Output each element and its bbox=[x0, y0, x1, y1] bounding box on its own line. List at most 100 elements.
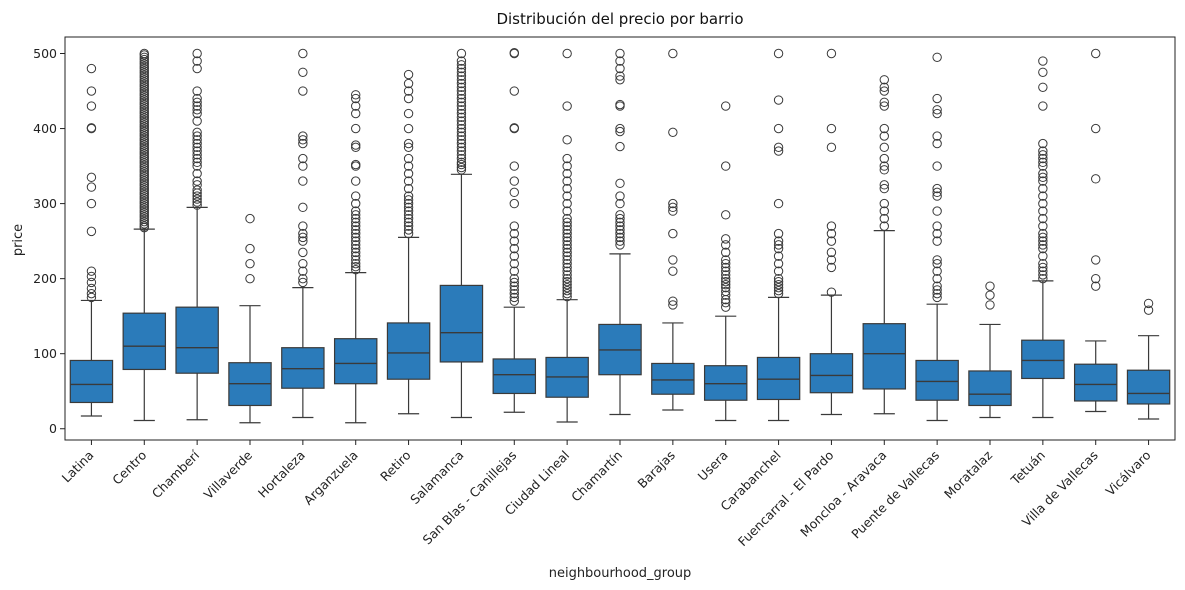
outlier-point bbox=[139, 81, 149, 92]
outlier-point bbox=[192, 191, 202, 201]
outlier-point bbox=[456, 165, 467, 175]
box-0 bbox=[69, 359, 114, 404]
outlier-point bbox=[139, 86, 149, 96]
outlier-point bbox=[562, 217, 572, 228]
outlier-point bbox=[509, 176, 519, 186]
outlier-point bbox=[139, 169, 149, 180]
outlier-point bbox=[298, 277, 308, 288]
outlier-point bbox=[456, 157, 467, 168]
outlier-point bbox=[509, 123, 519, 134]
outlier-point bbox=[773, 258, 784, 269]
y-tick-label: 0 bbox=[49, 421, 57, 436]
outlier-point bbox=[351, 140, 361, 150]
outlier-point bbox=[298, 131, 308, 141]
outlier-point bbox=[562, 255, 572, 265]
outlier-point bbox=[1091, 48, 1101, 59]
outlier-point bbox=[139, 176, 149, 186]
outlier-point bbox=[139, 151, 149, 162]
outlier-point bbox=[192, 185, 202, 195]
outlier-point bbox=[192, 138, 202, 149]
outlier-point bbox=[139, 72, 149, 83]
outlier-point bbox=[721, 161, 731, 171]
outlier-point bbox=[139, 48, 149, 59]
outlier-point bbox=[139, 97, 149, 107]
outlier-point bbox=[351, 225, 361, 235]
outlier-point bbox=[245, 213, 255, 224]
outlier-point bbox=[773, 285, 784, 296]
outlier-point bbox=[245, 243, 255, 254]
outlier-point bbox=[615, 217, 625, 228]
outlier-point bbox=[403, 161, 414, 171]
outlier-point bbox=[298, 247, 308, 258]
outlier-point bbox=[879, 123, 889, 134]
outlier-point bbox=[721, 210, 731, 220]
outlier-point bbox=[403, 202, 414, 213]
outlier-point bbox=[403, 195, 414, 205]
outlier-point bbox=[826, 228, 837, 239]
box-11 bbox=[651, 362, 695, 395]
outlier-point bbox=[932, 255, 942, 265]
outlier-point bbox=[1038, 146, 1048, 156]
outlier-point bbox=[562, 266, 572, 276]
outlier-point bbox=[932, 108, 942, 119]
outlier-point bbox=[615, 191, 625, 201]
outlier-point bbox=[562, 240, 572, 250]
outlier-point bbox=[139, 93, 149, 103]
outlier-point bbox=[86, 277, 97, 288]
outlier-point bbox=[456, 127, 467, 138]
outlier-point bbox=[403, 210, 414, 220]
outlier-point bbox=[298, 228, 308, 239]
outlier-point bbox=[351, 264, 361, 275]
outlier-point bbox=[456, 120, 467, 130]
outlier-point bbox=[139, 210, 149, 220]
outlier-point bbox=[932, 191, 942, 201]
outlier-point bbox=[932, 285, 942, 295]
outlier-point bbox=[456, 162, 467, 173]
outlier-point bbox=[86, 86, 97, 96]
outlier-point bbox=[456, 150, 467, 160]
outlier-point bbox=[879, 142, 889, 153]
outlier-point bbox=[192, 127, 202, 138]
outlier-point bbox=[351, 261, 361, 272]
outlier-point bbox=[192, 142, 202, 153]
outlier-point bbox=[879, 75, 889, 85]
outlier-point bbox=[1038, 236, 1048, 246]
outlier-point bbox=[562, 228, 572, 239]
outlier-point bbox=[1091, 273, 1101, 284]
outlier-point bbox=[932, 273, 942, 284]
outlier-point bbox=[139, 171, 149, 182]
outlier-point bbox=[139, 189, 149, 200]
outlier-point bbox=[139, 192, 149, 202]
outlier-point bbox=[139, 207, 149, 218]
x-tick-label: Centro bbox=[109, 448, 149, 488]
outlier-point bbox=[139, 196, 149, 207]
outlier-point bbox=[1038, 56, 1048, 66]
outlier-point bbox=[192, 93, 202, 104]
outlier-point bbox=[298, 273, 308, 284]
outlier-point bbox=[139, 198, 149, 209]
outlier-point bbox=[351, 258, 361, 269]
outlier-point bbox=[139, 90, 149, 101]
outlier-point bbox=[403, 213, 414, 224]
outlier-point bbox=[456, 75, 467, 85]
outlier-point bbox=[192, 63, 202, 74]
outlier-point bbox=[668, 198, 678, 209]
outlier-point bbox=[351, 255, 361, 265]
outlier-point bbox=[456, 112, 467, 122]
outlier-point bbox=[351, 228, 361, 239]
outlier-point bbox=[139, 180, 149, 191]
outlier-point bbox=[562, 221, 572, 231]
outlier-point bbox=[403, 86, 414, 96]
outlier-point bbox=[192, 116, 202, 126]
outlier-point bbox=[932, 52, 942, 62]
outlier-point bbox=[509, 48, 519, 59]
outlier-point bbox=[932, 292, 942, 303]
outlier-point bbox=[456, 135, 467, 145]
outlier-point bbox=[139, 201, 149, 211]
outlier-point bbox=[562, 161, 572, 171]
outlier-point bbox=[1091, 281, 1101, 291]
outlier-point bbox=[139, 108, 149, 119]
outlier-point bbox=[139, 174, 149, 184]
outlier-point bbox=[139, 203, 149, 213]
outlier-point bbox=[86, 63, 97, 74]
